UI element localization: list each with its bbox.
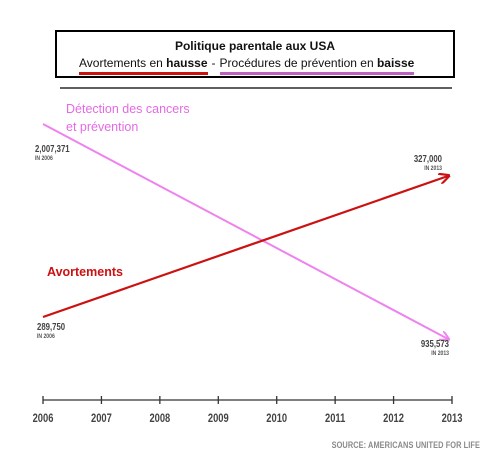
legend-separator: - xyxy=(211,56,216,70)
data-label-abortions-2013-year: IN 2013 xyxy=(424,166,442,172)
data-label-abortions-2006-value: 289,750 xyxy=(37,321,65,332)
legend-item-prevention-prefix: Procédures de prévention en xyxy=(219,56,377,70)
data-label-abortions-2013-value: 327,000 xyxy=(414,153,442,164)
data-label-prevention-2006-value: 2,007,371 xyxy=(35,143,70,154)
x-tick-label: 2008 xyxy=(149,412,170,425)
x-tick-label: 2007 xyxy=(91,412,112,425)
x-tick-label: 2013 xyxy=(442,412,463,425)
legend-box: Politique parentale aux USA Avortements … xyxy=(55,30,455,78)
legend-item-prevention-bold: baisse xyxy=(376,56,415,70)
data-label-abortions-2006-year: IN 2006 xyxy=(37,334,55,340)
data-label-prevention-2013-year: IN 2013 xyxy=(431,351,449,357)
legend-item-abortions: Avortements en hausse xyxy=(79,56,208,75)
data-label-prevention-2013-value: 935,573 xyxy=(421,338,449,349)
legend-prevention-swatch xyxy=(219,72,415,75)
legend-item-prevention: Procédures de prévention en baisse xyxy=(219,56,415,75)
series-line-abortions xyxy=(42,176,448,319)
series-label-abortions: Avortements xyxy=(47,265,123,279)
legend-row: Avortements en hausse - Procédures de pr… xyxy=(79,56,415,75)
source-note: SOURCE: AMERICANS UNITED FOR LIFE xyxy=(331,440,480,450)
chart-marks: 2006 2007 2008 2009 2010 2011 2012 2013 Détectio… xyxy=(33,102,463,425)
x-tick-label: 2010 xyxy=(266,412,287,425)
x-tick-label: 2006 xyxy=(33,412,54,425)
series-line-prevention xyxy=(42,123,448,339)
x-tick-label: 2011 xyxy=(325,412,345,425)
x-tick-label: 2009 xyxy=(208,412,229,425)
series-label-prevention-line2: et prévention xyxy=(66,120,138,134)
legend-item-abortions-prefix: Avortements en xyxy=(79,56,167,70)
legend-title: Politique parentale aux USA xyxy=(174,39,336,53)
series-label-prevention-line1: Détection des cancers xyxy=(66,102,190,116)
legend-abortions-swatch xyxy=(79,72,208,75)
x-tick-label: 2012 xyxy=(383,412,404,425)
legend-item-abortions-bold: hausse xyxy=(166,56,208,70)
data-label-prevention-2006-year: IN 2006 xyxy=(35,156,53,162)
